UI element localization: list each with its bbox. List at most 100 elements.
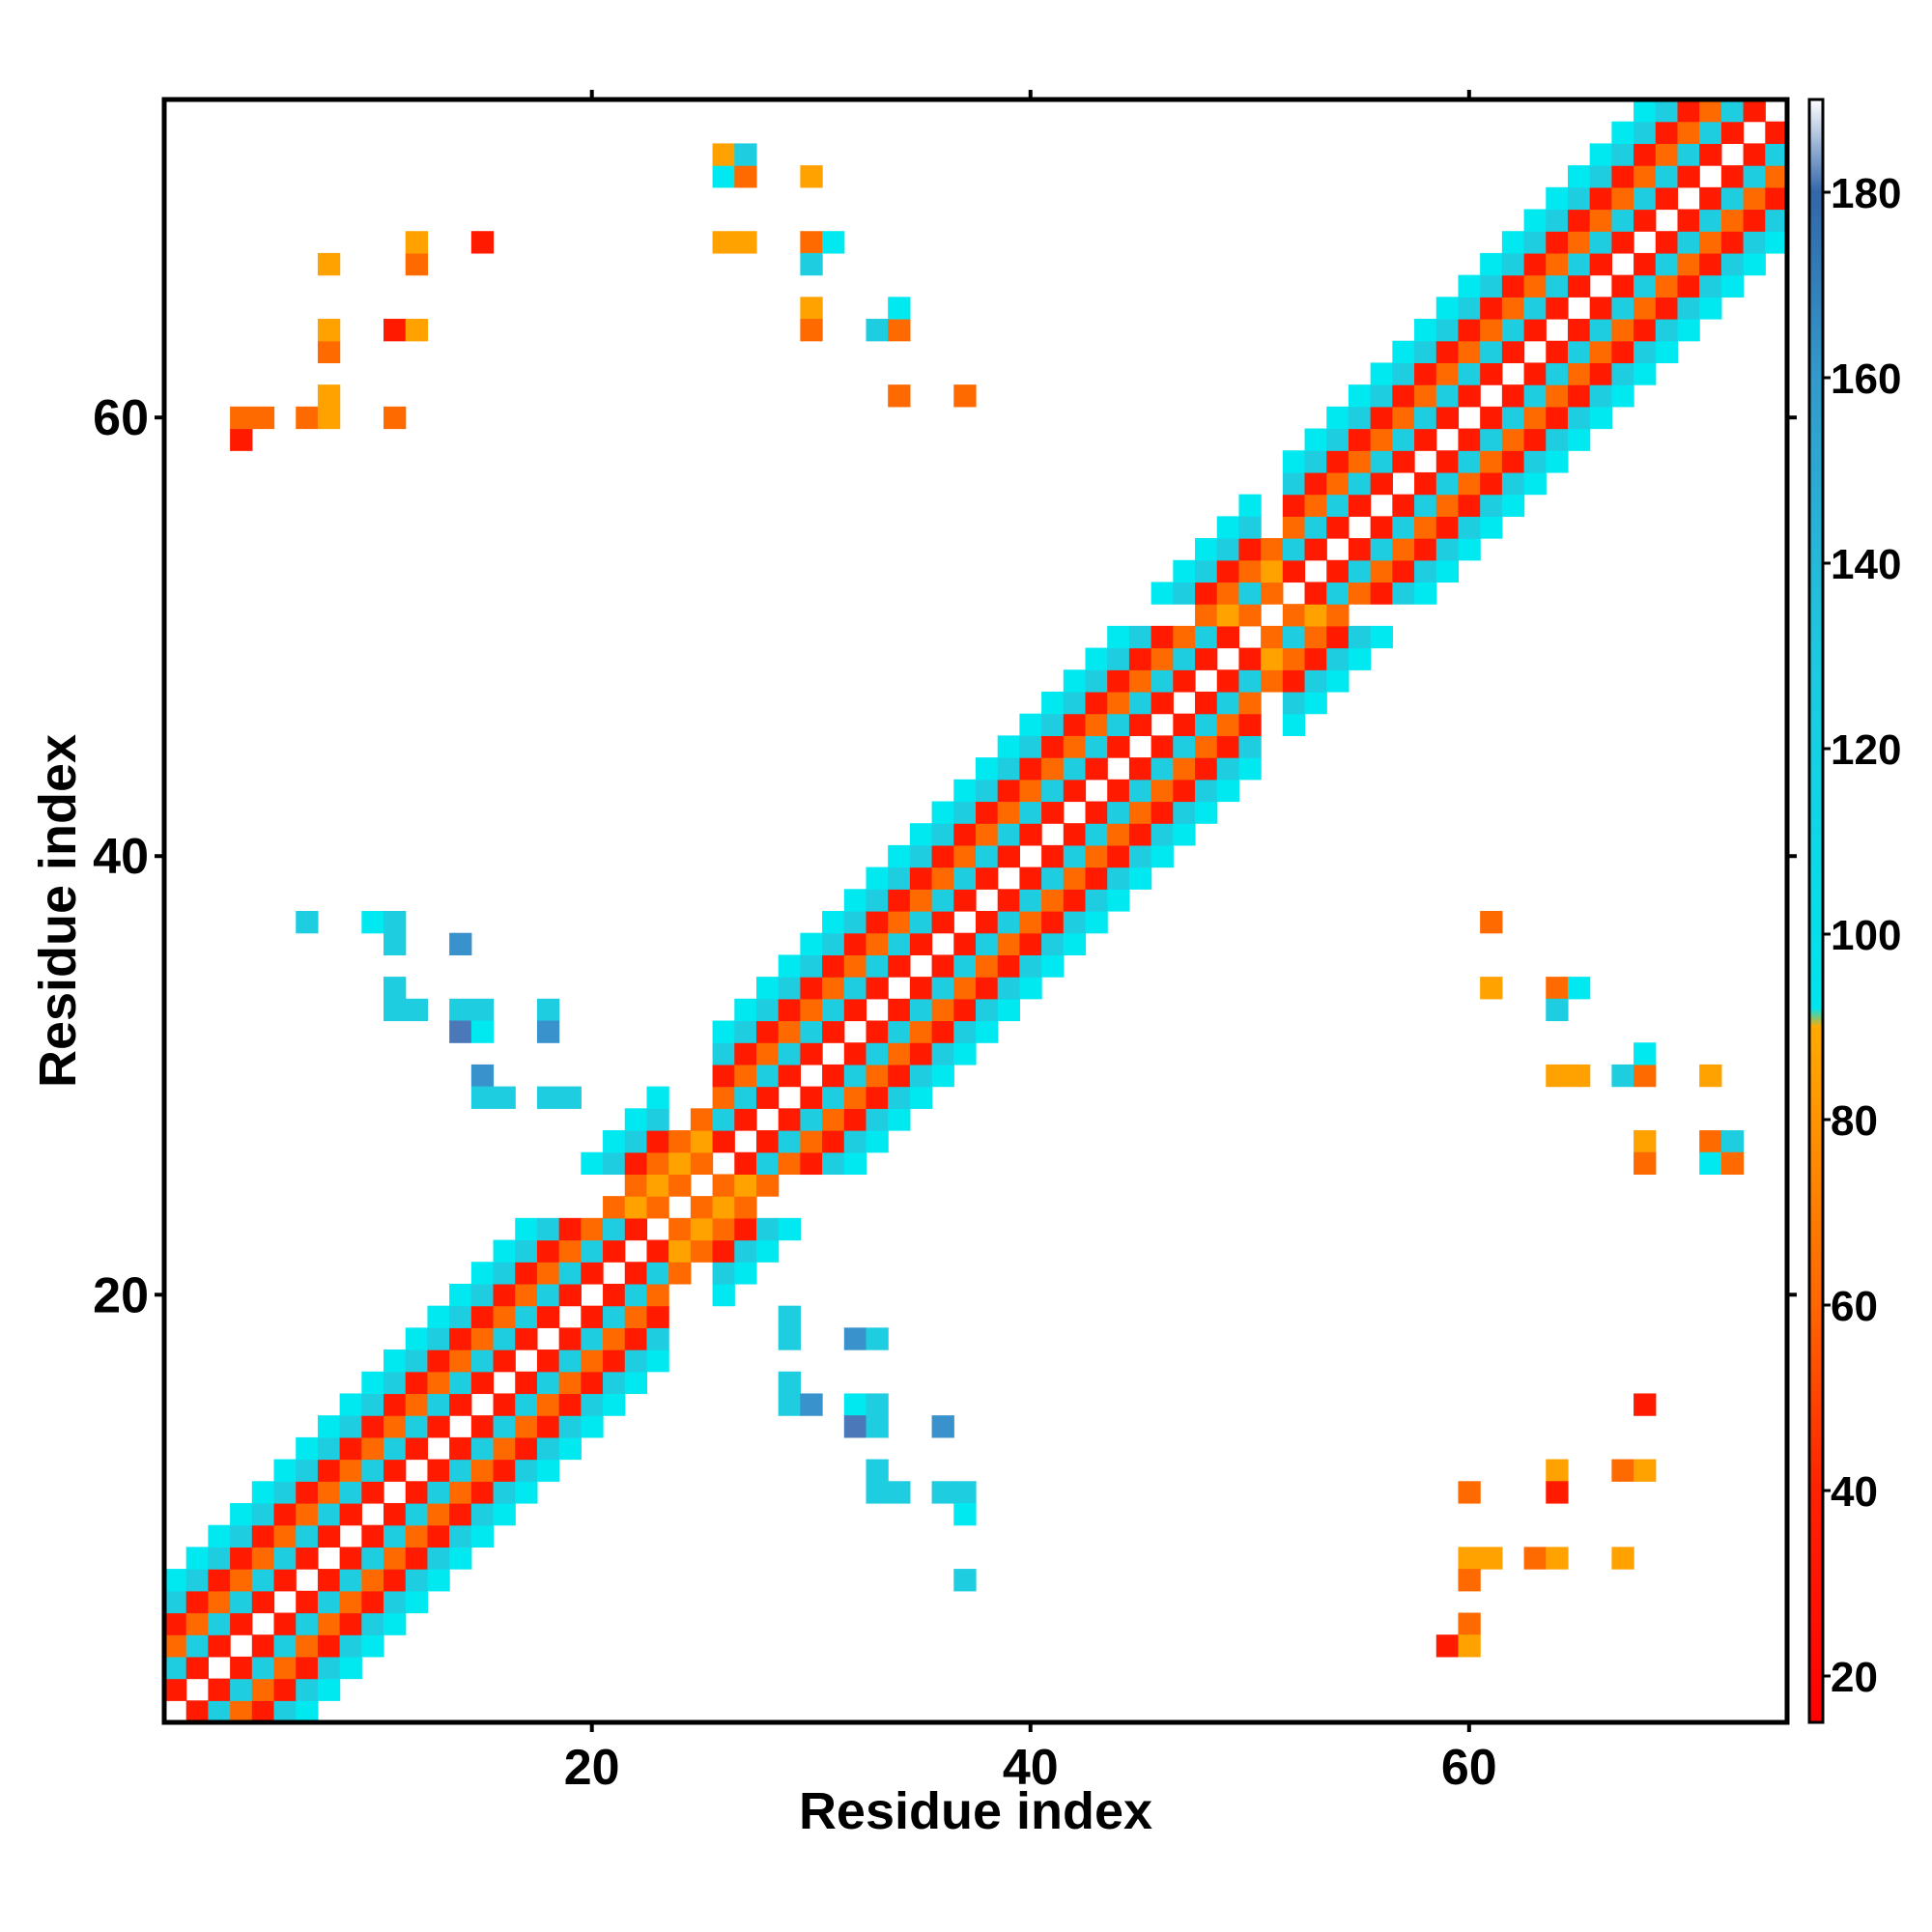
heatmap-cell: [1238, 713, 1262, 736]
heatmap-cell: [712, 1064, 735, 1088]
heatmap-cell: [1458, 516, 1481, 539]
heatmap-cell: [405, 1393, 429, 1416]
heatmap-cell: [1216, 757, 1240, 781]
heatmap-cell: [1567, 186, 1591, 211]
heatmap-cell: [296, 406, 319, 430]
heatmap-cell: [1655, 143, 1679, 166]
heatmap-cell: [558, 1239, 582, 1263]
heatmap-cell: [1392, 362, 1415, 385]
heatmap-cell: [1414, 340, 1437, 364]
heatmap-cell: [1063, 735, 1087, 758]
heatmap-cell: [778, 977, 801, 1000]
heatmap-cell: [1173, 735, 1196, 758]
heatmap-cell: [1195, 604, 1218, 627]
heatmap-cell: [164, 1569, 187, 1592]
heatmap-cell: [449, 1524, 472, 1548]
heatmap-cell: [1634, 1130, 1657, 1153]
heatmap-cell: [668, 1174, 692, 1197]
heatmap-cell: [800, 1130, 823, 1153]
heatmap-cell: [1655, 340, 1679, 364]
heatmap-cell: [1743, 165, 1766, 188]
heatmap-cell: [1173, 757, 1196, 781]
heatmap-cell: [976, 867, 999, 890]
heatmap-cell: [251, 1678, 275, 1701]
heatmap-cell: [1063, 823, 1087, 846]
colorbar-tick-label: 160: [1831, 355, 1901, 403]
heatmap-cell: [931, 844, 954, 868]
heatmap-cell: [1677, 121, 1700, 144]
heatmap-cell: [449, 1283, 472, 1307]
heatmap-cell: [931, 823, 954, 846]
heatmap-cell: [1699, 274, 1722, 298]
heatmap-cell: [251, 1634, 275, 1658]
heatmap-cell: [755, 998, 780, 1022]
heatmap-cell: [888, 384, 911, 408]
heatmap-cell: [361, 1415, 384, 1438]
heatmap-cell: [296, 1502, 319, 1526]
heatmap-cell: [1173, 582, 1196, 605]
heatmap-cell: [1326, 428, 1350, 451]
heatmap-cell: [1041, 757, 1065, 781]
heatmap-cell: [273, 1502, 297, 1526]
heatmap-cell: [1173, 559, 1196, 583]
heatmap-cell: [1677, 209, 1700, 232]
colorbar-tick-label: 80: [1831, 1097, 1878, 1145]
heatmap-cell: [646, 1196, 669, 1219]
heatmap-cell: [1195, 779, 1218, 803]
heatmap-cell: [230, 1656, 253, 1680]
heatmap-cell: [1107, 801, 1130, 824]
heatmap-cell: [953, 801, 977, 824]
colorbar-tick-label: 140: [1831, 541, 1901, 588]
heatmap-cell: [339, 1393, 362, 1416]
heatmap-cell: [515, 1262, 538, 1285]
heatmap-cell: [1392, 559, 1415, 583]
heatmap-cell: [384, 319, 407, 342]
heatmap-cell: [361, 1547, 384, 1570]
heatmap-cell: [1304, 582, 1327, 605]
heatmap-cell: [668, 1217, 692, 1241]
heatmap-cell: [1128, 757, 1152, 781]
heatmap-cell: [1282, 494, 1306, 517]
heatmap-cell: [1634, 297, 1657, 320]
heatmap-cell: [1699, 186, 1722, 211]
heatmap-cell: [208, 1634, 231, 1658]
heatmap-cell: [800, 977, 823, 1000]
heatmap-cell: [755, 1174, 780, 1197]
heatmap-cell: [339, 1590, 362, 1614]
heatmap-cell: [1107, 713, 1130, 736]
heatmap-cell: [778, 1020, 801, 1043]
heatmap-cell: [953, 1569, 977, 1592]
heatmap-cell: [427, 1547, 450, 1570]
heatmap-cell: [361, 1590, 384, 1614]
heatmap-cell: [1392, 450, 1415, 473]
heatmap-cell: [1019, 889, 1042, 912]
heatmap-cell: [273, 1700, 297, 1723]
heatmap-cell: [1523, 406, 1547, 430]
heatmap-cell: [822, 1086, 845, 1109]
heatmap-cell: [888, 1108, 911, 1131]
colorbar-tick-label: 120: [1831, 726, 1901, 774]
heatmap-cell: [822, 1151, 845, 1176]
heatmap-cell: [1546, 252, 1569, 276]
heatmap-cell: [976, 1020, 999, 1043]
heatmap-cell: [1107, 625, 1130, 649]
heatmap-cell: [909, 1064, 933, 1088]
heatmap-cell: [1634, 99, 1657, 123]
heatmap-cell: [1085, 647, 1108, 670]
heatmap-cell: [822, 1064, 845, 1088]
heatmap-cell: [953, 998, 977, 1022]
heatmap-cell: [1634, 1064, 1657, 1088]
heatmap-cell: [1282, 713, 1306, 736]
heatmap-cell: [470, 1502, 495, 1526]
heatmap-cell: [1501, 274, 1525, 298]
heatmap-cell: [976, 998, 999, 1022]
heatmap-cell: [1589, 319, 1612, 342]
heatmap-cell: [755, 1217, 780, 1241]
heatmap-cell: [1501, 471, 1525, 496]
heatmap-cell: [888, 954, 911, 978]
heatmap-cell: [361, 1612, 384, 1635]
heatmap-cell: [405, 1547, 429, 1570]
heatmap-cell: [384, 1524, 407, 1548]
heatmap-cell: [317, 1612, 341, 1635]
heatmap-cell: [646, 1130, 669, 1153]
